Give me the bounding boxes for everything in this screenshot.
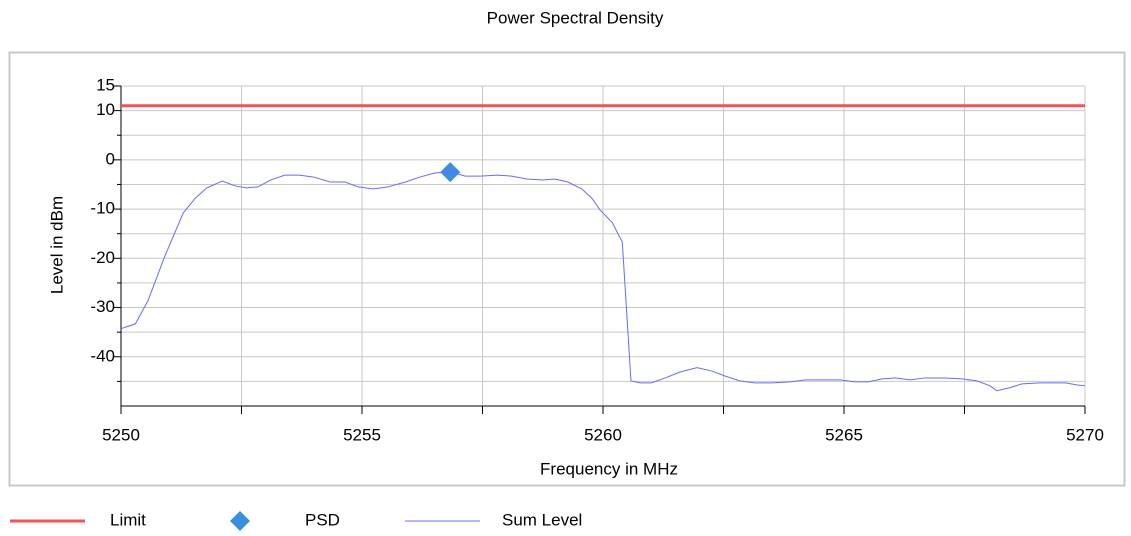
x-tick-label: 5250 (102, 425, 140, 444)
chart-frame (8, 51, 1126, 487)
legend-label: Limit (110, 510, 146, 529)
legend-label: PSD (305, 510, 340, 529)
x-axis-label: Frequency in MHz (540, 459, 678, 478)
y-tick-label: -10 (90, 199, 115, 218)
x-tick-label: 5270 (1066, 425, 1104, 444)
legend-swatch (230, 511, 250, 531)
y-tick-label: 0 (106, 149, 115, 168)
y-tick-label: -20 (90, 248, 115, 267)
y-axis-label: Level in dBm (47, 196, 66, 294)
y-tick-label: -40 (90, 346, 115, 365)
x-tick-label: 5265 (825, 425, 863, 444)
y-tick-label: 15 (96, 75, 115, 94)
series-line (120, 171, 1086, 392)
x-tick-label: 5260 (584, 425, 622, 444)
x-tick-label: 5255 (343, 425, 381, 444)
legend-label: Sum Level (502, 510, 582, 529)
chart-title: Power Spectral Density (487, 8, 664, 27)
y-tick-label: 10 (96, 100, 115, 119)
y-tick-label: -30 (90, 297, 115, 316)
